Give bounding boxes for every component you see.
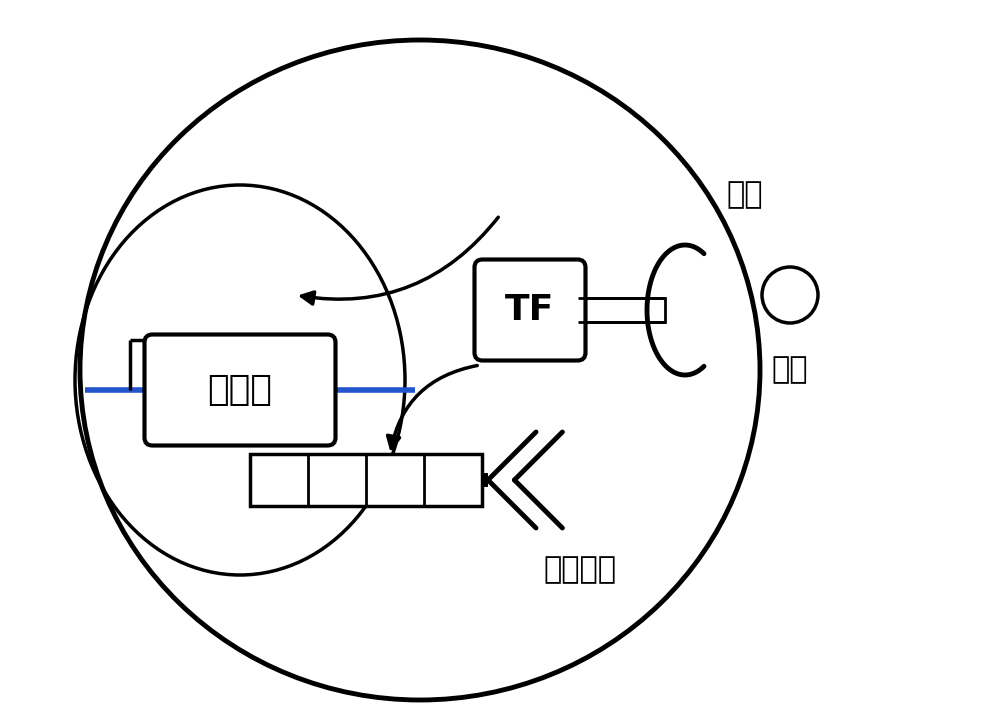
Bar [250, 454, 482, 506]
Text: 受体: 受体 [727, 180, 763, 209]
Text: TF: TF [505, 293, 555, 327]
Bar [578, 298, 665, 322]
FancyBboxPatch shape [145, 335, 336, 445]
Text: 表达区: 表达区 [208, 373, 272, 407]
Text: 蛋白分子: 蛋白分子 [544, 556, 616, 584]
Text: 靶点: 靶点 [772, 355, 808, 385]
FancyBboxPatch shape [475, 260, 586, 360]
